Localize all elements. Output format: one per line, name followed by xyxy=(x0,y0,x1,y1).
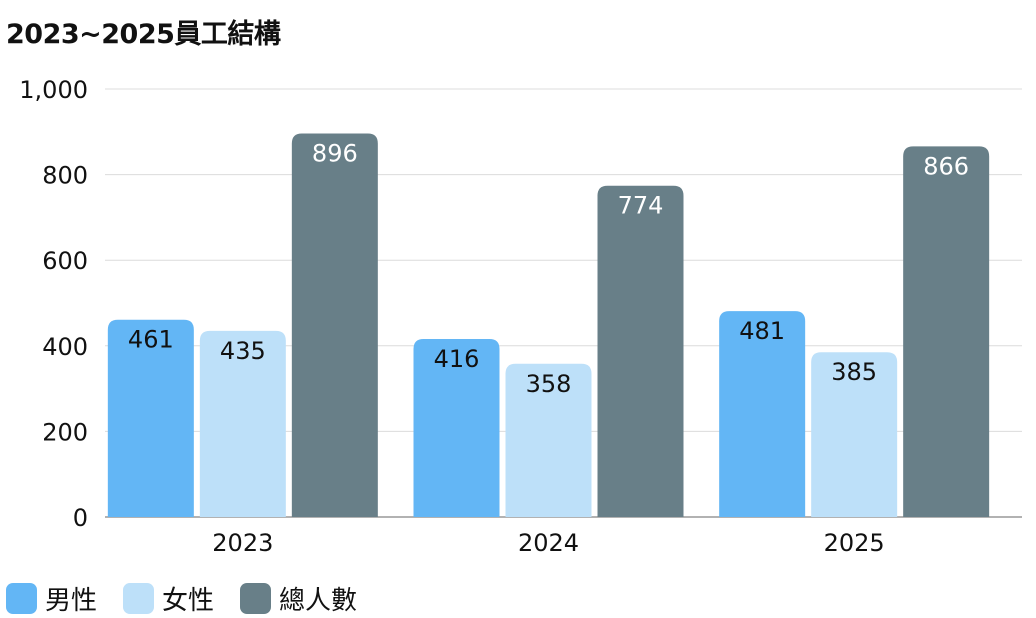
legend-item-total[interactable]: 總人數 xyxy=(240,580,357,617)
x-tick-label: 2025 xyxy=(824,529,885,557)
legend-swatch-female xyxy=(123,583,155,614)
x-tick-label: 2023 xyxy=(212,529,273,557)
data-label: 358 xyxy=(526,370,572,398)
legend-label-female: 女性 xyxy=(162,586,215,616)
legend-label-total: 總人數 xyxy=(279,586,358,616)
legend-swatch-total xyxy=(240,583,272,614)
data-label: 896 xyxy=(312,140,358,168)
bar xyxy=(291,133,378,517)
legend-item-male[interactable]: 男性 xyxy=(6,580,97,617)
bar xyxy=(199,330,286,517)
y-tick-label: 400 xyxy=(42,333,88,361)
y-tick-label: 1,000 xyxy=(19,76,88,104)
legend-item-female[interactable]: 女性 xyxy=(123,580,214,617)
bar xyxy=(107,319,194,517)
bar xyxy=(811,352,898,517)
data-label: 461 xyxy=(128,326,174,354)
legend: 男性 女性 總人數 xyxy=(6,580,383,617)
bar xyxy=(719,311,806,517)
y-tick-label: 600 xyxy=(42,247,88,275)
legend-label-male: 男性 xyxy=(45,586,98,616)
chart-title: 2023~2025員工結構 xyxy=(6,19,281,50)
bar xyxy=(903,146,990,518)
bar xyxy=(597,185,684,517)
data-label: 866 xyxy=(923,152,969,180)
y-tick-label: 800 xyxy=(42,162,88,190)
y-tick-label: 200 xyxy=(42,418,88,446)
legend-swatch-male xyxy=(6,583,37,614)
x-tick-label: 2024 xyxy=(518,529,579,557)
data-label: 481 xyxy=(739,317,785,345)
data-label: 385 xyxy=(831,358,877,386)
y-tick-label: 0 xyxy=(73,504,88,532)
bar xyxy=(413,338,500,517)
data-label: 435 xyxy=(220,337,266,365)
data-label: 416 xyxy=(434,345,480,373)
data-label: 774 xyxy=(618,192,664,220)
bar xyxy=(505,363,592,517)
